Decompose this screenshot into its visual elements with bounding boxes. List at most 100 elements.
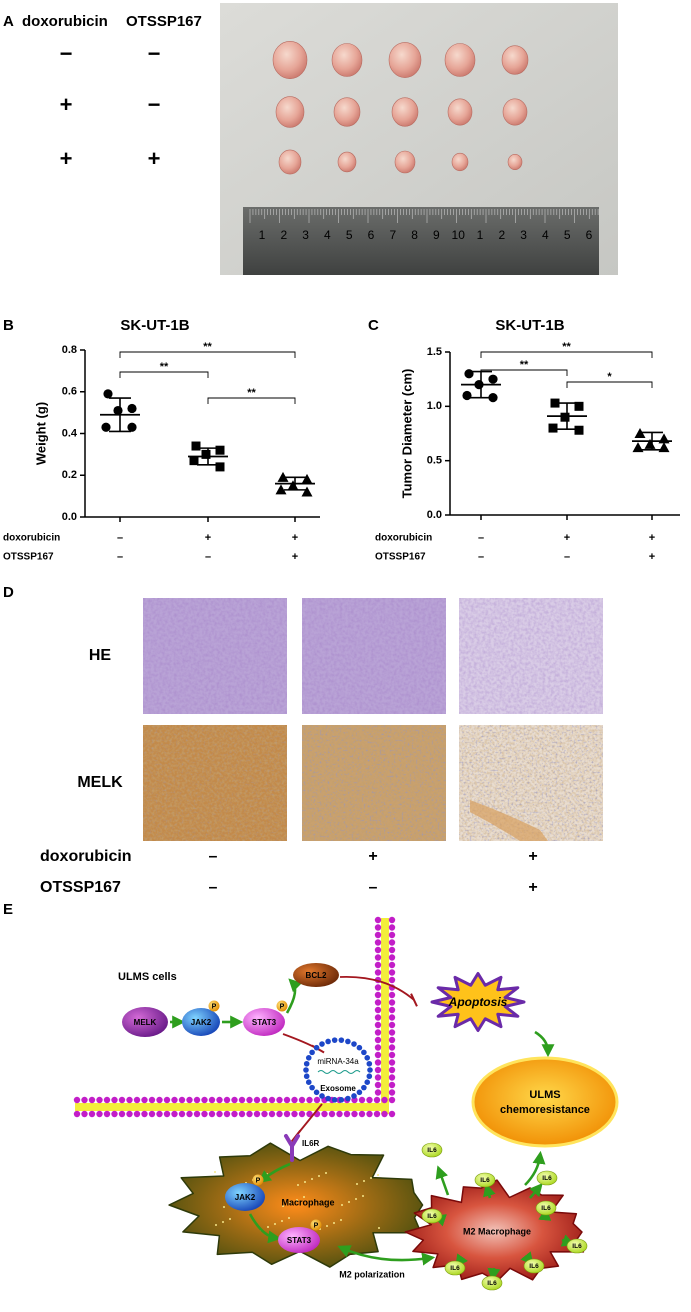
membrane-bead	[388, 1021, 396, 1029]
condition-sign: –	[117, 532, 123, 544]
membrane-bead	[388, 1081, 396, 1089]
condition-label: doxorubicin	[3, 533, 60, 544]
exosome-bead	[345, 1038, 351, 1045]
significance-bracket	[119, 351, 296, 358]
condition-sign: −	[148, 41, 161, 66]
condition-sign: +	[564, 532, 570, 544]
membrane-bead	[253, 1110, 261, 1118]
membrane-bead	[388, 1110, 396, 1118]
macrophage-dot	[274, 1223, 276, 1225]
membrane-bead	[373, 1110, 381, 1118]
condition-label: OTSSP167	[375, 552, 426, 563]
phospho-label: P	[212, 1003, 217, 1010]
membrane-bead	[126, 1096, 133, 1104]
data-point	[632, 442, 644, 453]
melk: MELK	[134, 1018, 157, 1027]
condition-sign: −	[60, 41, 73, 66]
chemoresistance-shape	[471, 1056, 619, 1148]
y-tick-label: 0.6	[62, 386, 77, 398]
membrane-bead	[374, 961, 382, 969]
membrane-bead	[358, 1110, 366, 1118]
data-point	[464, 369, 474, 379]
membrane-bead	[374, 1029, 382, 1036]
ruler-number: 1	[477, 228, 484, 242]
y-tick-label: 0.4	[62, 427, 78, 439]
data-point	[287, 480, 299, 491]
macrophage-dot	[377, 1174, 379, 1176]
exosome-bead	[313, 1089, 320, 1096]
membrane-bead	[261, 1096, 268, 1104]
ruler-number: 2	[280, 228, 287, 242]
exosome-bead	[366, 1073, 373, 1080]
membrane-bead	[374, 1021, 382, 1029]
il6-shape	[421, 1208, 443, 1224]
membrane-bead	[178, 1110, 186, 1118]
condition-sign: +	[205, 532, 211, 544]
membrane-bead	[388, 954, 396, 961]
bcl2: BCL2	[306, 971, 327, 980]
membrane-bead	[388, 1044, 396, 1051]
activation-arrow	[534, 1030, 555, 1058]
chart-title: SK-UT-1B	[120, 317, 189, 334]
secretion-arrow	[487, 1267, 501, 1282]
chemoresistance-label: ULMS	[529, 1089, 560, 1101]
chemoresistance-label: chemoresistance	[500, 1104, 590, 1116]
tumor	[507, 154, 523, 171]
membrane-bead	[374, 984, 382, 991]
il6-label: IL6	[542, 1175, 552, 1182]
macrophage-dot	[303, 1196, 305, 1198]
il6-label: IL6	[572, 1243, 582, 1250]
membrane-bead	[253, 1096, 261, 1104]
ruler-number: 6	[368, 228, 375, 242]
tissue-fiber	[470, 800, 548, 841]
exosome-bead	[309, 1084, 315, 1091]
macrophage-dot	[281, 1220, 283, 1222]
membrane-bead	[374, 1006, 382, 1014]
membrane-bead	[118, 1110, 126, 1118]
phospho-shape	[252, 1174, 264, 1186]
tumor	[278, 149, 302, 175]
macrophage-dot	[363, 1180, 365, 1182]
mirna-strand	[317, 1070, 361, 1074]
membrane-bead	[374, 924, 382, 931]
membrane-bead	[298, 1110, 306, 1118]
macrophage-dot	[333, 1222, 335, 1224]
il6-shape	[536, 1170, 558, 1186]
panel-label: A	[3, 13, 14, 30]
macrophage-dot	[318, 1175, 320, 1177]
data-point	[301, 473, 313, 484]
membrane-bead	[216, 1096, 223, 1104]
tumor	[502, 98, 528, 126]
membrane-bead	[193, 1110, 201, 1118]
ruler-number: 4	[542, 228, 549, 242]
exosome-bead	[309, 1049, 315, 1056]
macrophage-dot	[223, 1206, 225, 1208]
il6-label: IL6	[480, 1177, 490, 1184]
secretion-arrow	[529, 1183, 543, 1199]
condition-sign: –	[209, 879, 218, 896]
il6-label: IL6	[450, 1265, 460, 1272]
phospho-shape	[310, 1219, 322, 1231]
y-tick-label: 0.0	[62, 511, 77, 523]
exosome-bead	[364, 1079, 371, 1086]
condition-sign: +	[148, 146, 161, 171]
tumor	[275, 96, 305, 128]
macrophage-dot	[362, 1195, 364, 1197]
y-tick-label: 0.8	[62, 344, 77, 356]
exosome-bead	[364, 1054, 371, 1061]
condition-sign: +	[528, 848, 537, 865]
ruler-number: 3	[302, 228, 309, 242]
ruler-number: 4	[324, 228, 331, 242]
macrophage-label: Macrophage	[281, 1197, 334, 1207]
macrophage-dot	[311, 1178, 313, 1180]
nuclei-texture	[459, 725, 603, 841]
ruler-number: 7	[389, 228, 396, 242]
membrane-bead	[193, 1096, 201, 1104]
membrane-bead	[388, 976, 396, 984]
activation-arrow	[257, 1162, 291, 1184]
membrane-bead	[223, 1096, 231, 1104]
chart-title: SK-UT-1B	[495, 317, 564, 334]
tumor	[333, 97, 361, 127]
phospho-label: P	[256, 1177, 261, 1184]
panel-label: C	[368, 317, 379, 334]
